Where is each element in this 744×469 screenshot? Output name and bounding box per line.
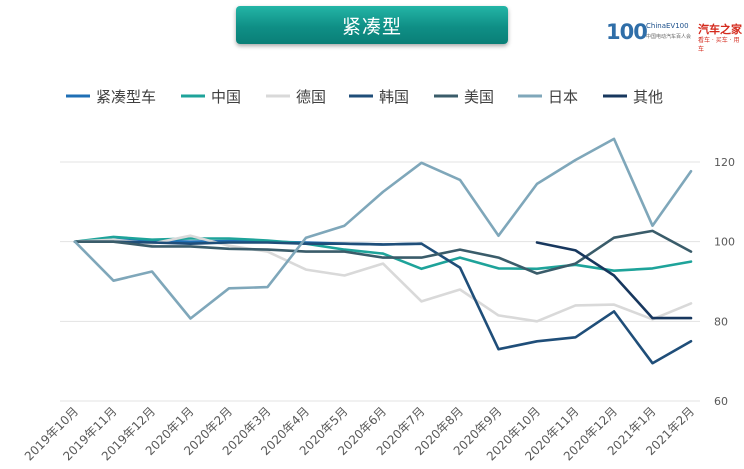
legend-label: 德国 xyxy=(296,88,326,106)
autohome-logo-subtext: 看车 · 买车 · 用车 xyxy=(698,37,740,53)
series-line-4 xyxy=(73,229,693,275)
title-banner: 紧凑型 xyxy=(236,6,508,44)
chinaev100-logo: 100 xyxy=(606,20,648,44)
series-line-3 xyxy=(73,240,693,365)
x-axis-ticks: 2019年10月2019年11月2019年12月2020年1月2020年2月20… xyxy=(22,404,697,463)
y-tick-label: 100 xyxy=(714,236,735,249)
legend-label: 美国 xyxy=(464,88,494,106)
chart-grid xyxy=(60,161,700,402)
y-axis-ticks: 60 80 100 120 xyxy=(714,156,735,408)
legend-label: 日本 xyxy=(548,88,578,106)
y-tick-label: 80 xyxy=(714,315,728,328)
series-line-2 xyxy=(73,234,693,323)
y-tick-label: 60 xyxy=(714,395,728,408)
chinaev100-logo-subtext: 中国电动汽车百人会 xyxy=(646,34,692,40)
legend-label: 紧凑型车 xyxy=(96,88,156,106)
legend-label: 韩国 xyxy=(379,88,409,106)
series-line-6 xyxy=(535,241,693,320)
legend-label: 中国 xyxy=(211,88,241,106)
chart-series xyxy=(73,137,693,365)
autohome-logo: 汽车之家 xyxy=(698,23,742,36)
logo-area: 100 ChinaEV100 中国电动汽车百人会 汽车之家 看车 · 买车 · … xyxy=(606,20,744,53)
chart-legend: 紧凑型车 中国 德国 韩国 美国 日本 其他 xyxy=(66,88,663,106)
series-line-5 xyxy=(73,137,693,320)
legend-label: 其他 xyxy=(633,88,663,106)
chart-title: 紧凑型 xyxy=(341,15,402,38)
y-tick-label: 120 xyxy=(714,156,735,169)
chinaev100-logo-text: ChinaEV100 xyxy=(646,22,689,30)
